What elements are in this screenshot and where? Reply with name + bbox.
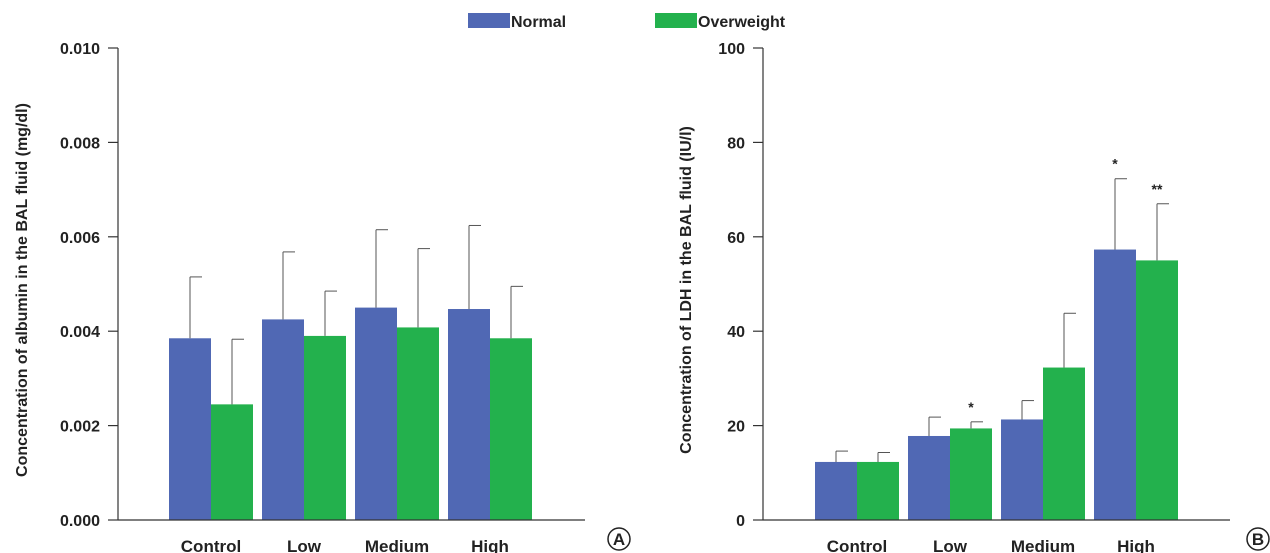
y-ticks-b: 0 20 40 60 80 100 bbox=[718, 41, 763, 530]
panel-label-b: B bbox=[1252, 530, 1264, 549]
bars-b bbox=[815, 249, 1178, 520]
y-tick-label-a: 0.000 bbox=[60, 513, 100, 530]
significance-marker-b: * bbox=[968, 399, 974, 415]
y-axis-label-a: Concentration of albumin in the BAL flui… bbox=[14, 103, 31, 477]
legend: Normal Overweight bbox=[468, 13, 786, 31]
panel-label-circle-b bbox=[1246, 527, 1270, 551]
bar-a-normal-control bbox=[169, 338, 211, 520]
y-tick-label-b: 100 bbox=[718, 41, 745, 58]
bar-b-overweight-medium bbox=[1043, 367, 1085, 520]
bars-a bbox=[169, 307, 532, 520]
significance-b: **** bbox=[968, 156, 1163, 415]
y-tick-label-b: 0 bbox=[736, 513, 745, 530]
bar-a-normal-medium bbox=[355, 307, 397, 520]
y-tick-label-a: 0.010 bbox=[60, 41, 100, 58]
bar-b-overweight-high bbox=[1136, 260, 1178, 520]
x-tick-label-a: Control bbox=[181, 537, 241, 553]
panel-label-a: A bbox=[613, 530, 625, 549]
x-tick-label-b: Control bbox=[827, 537, 887, 553]
x-tick-label-a: High bbox=[471, 537, 509, 553]
x-ticks-b: Control Low Medium High bbox=[827, 537, 1155, 553]
y-tick-label-b: 40 bbox=[727, 324, 745, 341]
bar-a-overweight-low bbox=[304, 335, 346, 520]
y-tick-label-a: 0.008 bbox=[60, 135, 100, 152]
y-axis-label-b: Concentration of LDH in the BAL fluid (I… bbox=[678, 126, 695, 454]
bar-a-normal-low bbox=[262, 319, 304, 520]
bar-a-overweight-high bbox=[490, 338, 532, 520]
significance-marker-b: ** bbox=[1152, 181, 1163, 197]
x-tick-label-b: Medium bbox=[1011, 537, 1075, 553]
legend-label-overweight: Overweight bbox=[698, 14, 786, 31]
y-tick-label-b: 20 bbox=[727, 419, 745, 436]
bar-a-overweight-medium bbox=[397, 327, 439, 520]
legend-swatch-overweight bbox=[655, 13, 697, 28]
x-tick-label-b: Low bbox=[933, 537, 968, 553]
x-ticks-a: Control Low Medium High bbox=[181, 537, 509, 553]
bar-b-normal-medium bbox=[1001, 419, 1043, 520]
x-tick-label-a: Low bbox=[287, 537, 322, 553]
bar-a-overweight-control bbox=[211, 404, 253, 520]
x-tick-label-a: Medium bbox=[365, 537, 429, 553]
error-bars-a bbox=[189, 224, 523, 405]
bar-b-overweight-control bbox=[857, 461, 899, 520]
significance-marker-b: * bbox=[1112, 156, 1118, 172]
y-tick-label-b: 80 bbox=[727, 135, 745, 152]
legend-swatch-normal bbox=[468, 13, 510, 28]
bar-b-normal-low bbox=[908, 435, 950, 520]
bar-a-normal-high bbox=[448, 309, 490, 520]
panel-label-circle-a bbox=[607, 527, 631, 551]
bar-b-overweight-low bbox=[950, 428, 992, 520]
bar-b-normal-high bbox=[1094, 249, 1136, 520]
y-ticks-a: 0.000 0.002 0.004 0.006 0.008 0.010 bbox=[60, 41, 118, 530]
y-tick-label-b: 60 bbox=[727, 230, 745, 247]
y-tick-label-a: 0.004 bbox=[60, 324, 100, 341]
error-bars-b bbox=[835, 178, 1169, 462]
legend-label-normal: Normal bbox=[511, 14, 566, 31]
y-tick-label-a: 0.002 bbox=[60, 419, 100, 436]
y-tick-label-a: 0.006 bbox=[60, 230, 100, 247]
bar-b-normal-control bbox=[815, 461, 857, 520]
chart-panel-a: 0.000 0.002 0.004 0.006 0.008 0.010 Control Lo… bbox=[14, 41, 631, 553]
x-tick-label-b: High bbox=[1117, 537, 1155, 553]
